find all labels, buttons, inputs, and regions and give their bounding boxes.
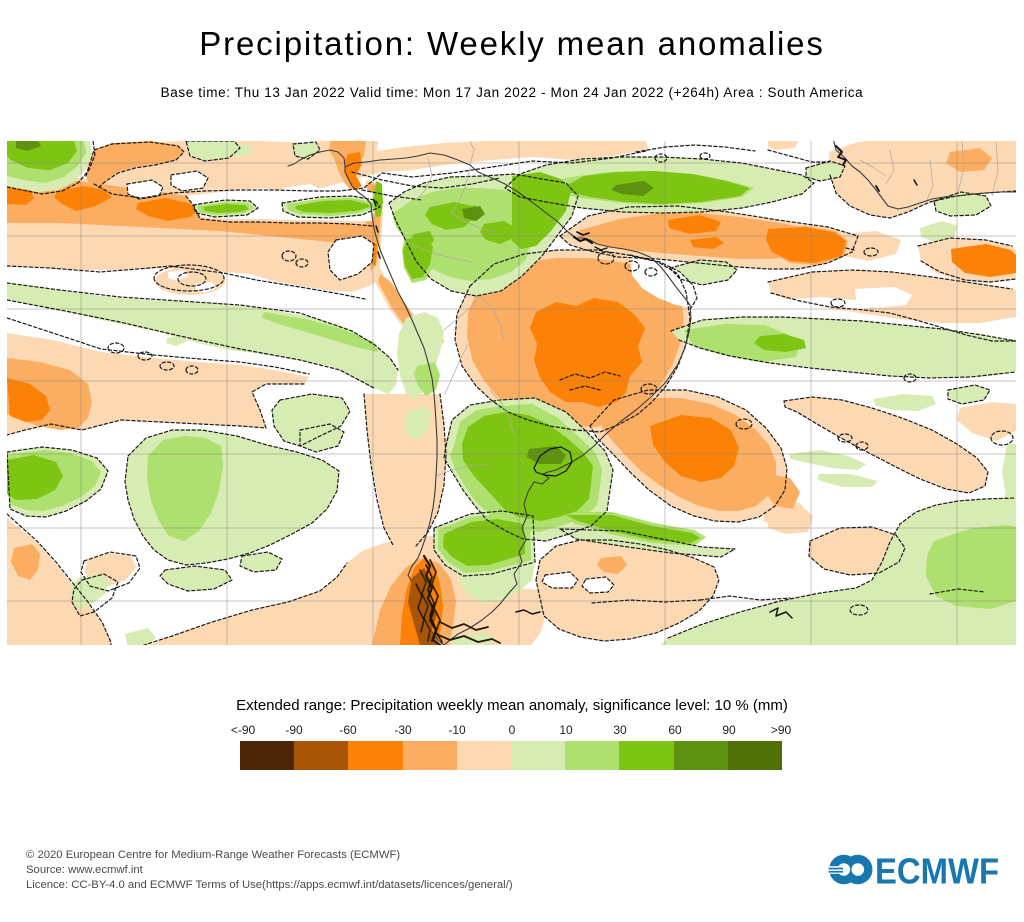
svg-text:ECMWF: ECMWF: [875, 851, 999, 891]
